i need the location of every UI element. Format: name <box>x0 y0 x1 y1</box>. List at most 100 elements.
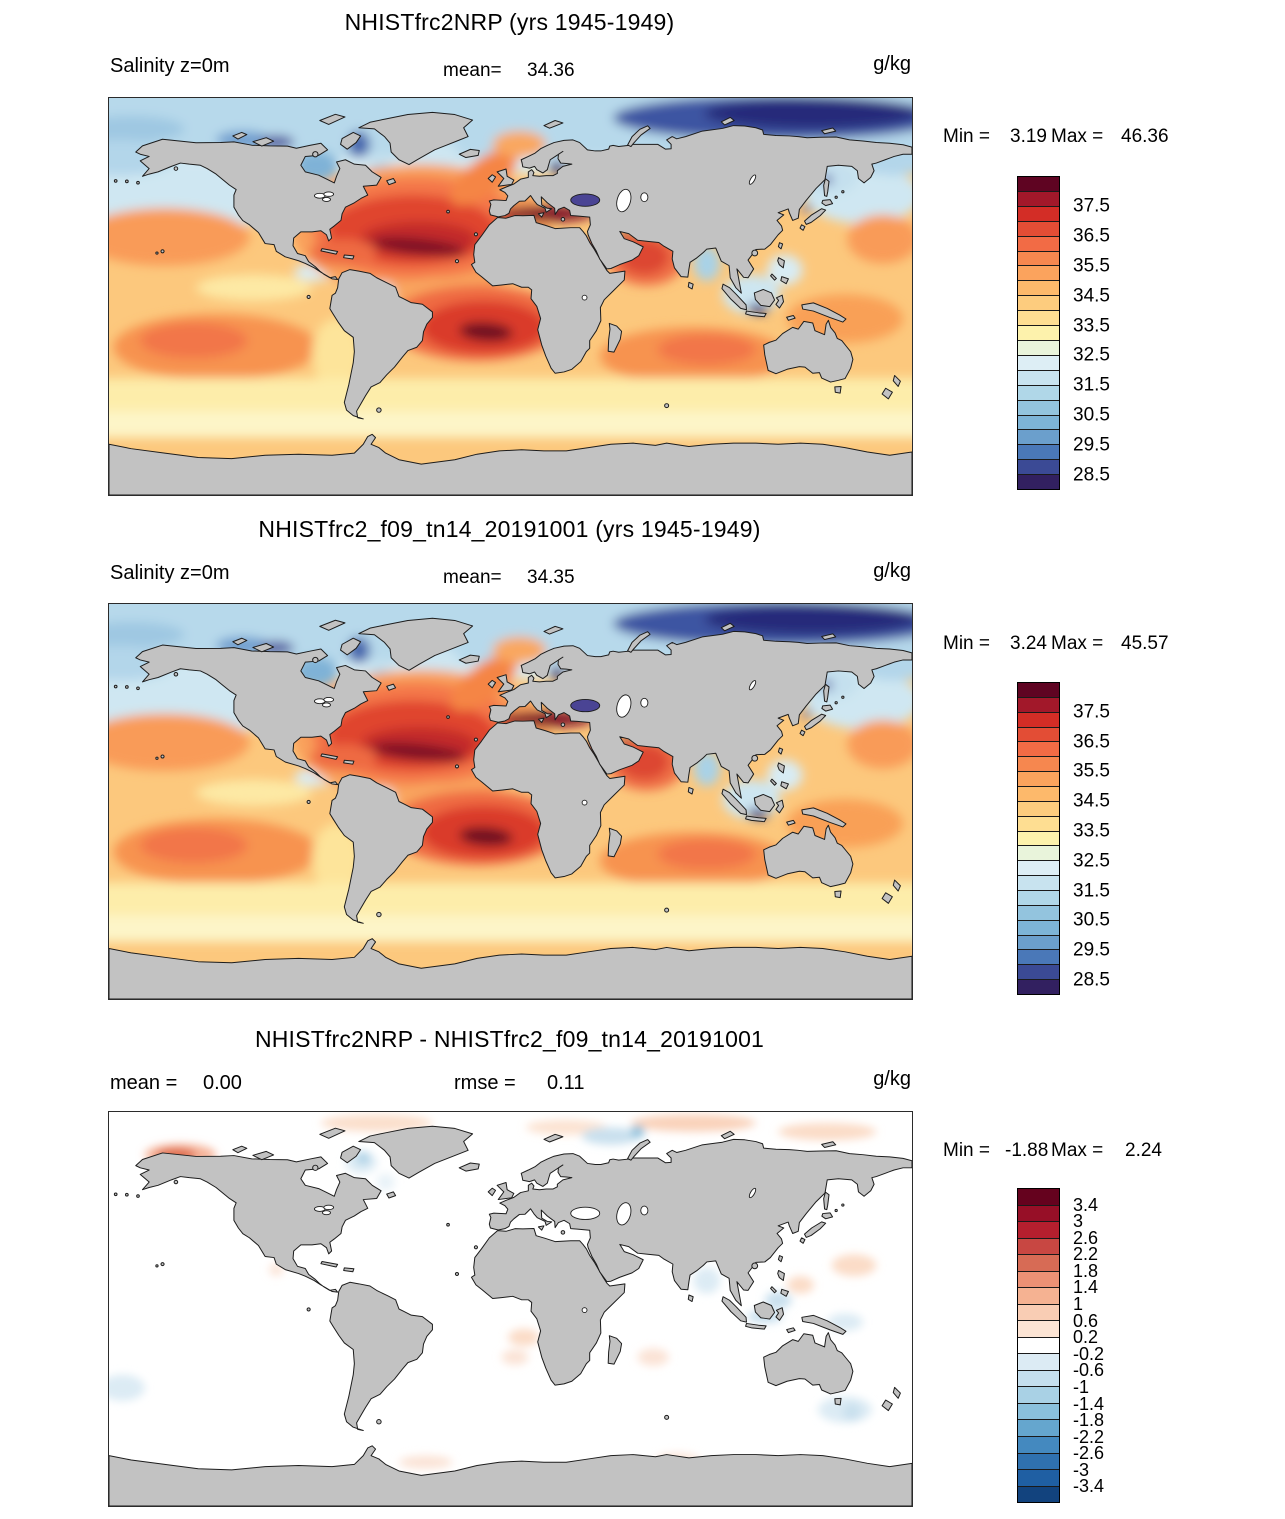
colorbar-tick-label: 36.5 <box>1073 731 1110 753</box>
colorbar-box <box>1018 326 1059 341</box>
colorbar-boxes <box>1017 682 1060 995</box>
colorbar-box <box>1018 861 1059 877</box>
colorbar-box <box>1018 757 1059 773</box>
colorbar-tick-label: 2.2 <box>1073 1244 1099 1265</box>
colorbar-tick-label: 29.5 <box>1073 939 1110 961</box>
colorbar-box <box>1018 905 1059 921</box>
panel1-variable-label: Salinity z=0m <box>110 55 230 77</box>
colorbar-box <box>1018 1271 1059 1289</box>
colorbar-box <box>1018 787 1059 802</box>
colorbar-tick-label: 34.5 <box>1073 285 1110 307</box>
colorbar-tick-label: 35.5 <box>1073 255 1110 277</box>
colorbar-box <box>1018 1436 1059 1454</box>
colorbar-boxes <box>1017 176 1060 490</box>
colorbar-box <box>1018 430 1059 446</box>
colorbar-box <box>1018 221 1059 237</box>
colorbar-box <box>1018 935 1059 951</box>
colorbar-box <box>1018 742 1059 758</box>
colorbar-box <box>1018 281 1059 297</box>
colorbar-tick-label: -3.4 <box>1073 1476 1105 1497</box>
colorbar-tick-label: 30.5 <box>1073 909 1110 931</box>
colorbar-box <box>1018 206 1059 222</box>
colorbar-tick-label: 35.5 <box>1073 760 1110 782</box>
colorbar-tick-label: -0.2 <box>1073 1343 1105 1364</box>
max-label: Max = <box>1051 633 1104 654</box>
salinity-difference-map <box>108 1111 913 1507</box>
colorbar-box <box>1018 1470 1059 1487</box>
colorbar-tick-label: -0.6 <box>1073 1360 1105 1381</box>
colorbar-tick-label: 1.4 <box>1073 1277 1099 1298</box>
panel1-units: g/kg <box>873 53 911 75</box>
min-value: -1.88 <box>1005 1140 1049 1161</box>
colorbar-box <box>1018 1486 1059 1503</box>
colorbar-box <box>1018 475 1059 490</box>
panel2-mean-value: 34.35 <box>527 567 575 588</box>
colorbar-tick-label: 0.6 <box>1073 1310 1099 1331</box>
panel3-title: NHISTfrc2NRP - NHISTfrc2_f09_tn14_201910… <box>254 1026 765 1052</box>
colorbar-box <box>1018 385 1059 401</box>
panel3-units: g/kg <box>873 1068 911 1090</box>
colorbar-tick-label: -2.2 <box>1073 1426 1105 1447</box>
panel1-colorbar: 37.5 36.5 35.5 34.5 33.5 32.5 31.5 30.5 29.5 28.5 <box>1017 176 1110 490</box>
max-value: 2.24 <box>1125 1140 1162 1161</box>
colorbar-box <box>1018 1453 1059 1471</box>
panel1-mean-value: 34.36 <box>527 60 575 81</box>
panel1-title: NHISTfrc2NRP (yrs 1945-1949) <box>344 9 675 35</box>
colorbar-box <box>1018 697 1059 713</box>
colorbar-tick-label: 0.2 <box>1073 1327 1099 1348</box>
colorbar-tick-label: 1.8 <box>1073 1260 1099 1281</box>
panel3-colorbar: 3.4 3 2.6 2.2 1.8 1.4 1 0.6 0.2 -0.2 -0.6 -1 -1.4 -1.… <box>1017 1188 1104 1503</box>
colorbar-box <box>1018 370 1059 386</box>
salinity-map-nhistfrc2nrp <box>108 97 913 496</box>
min-label: Min = <box>943 1140 990 1161</box>
colorbar-box <box>1018 1205 1059 1223</box>
colorbar-box <box>1018 831 1059 847</box>
min-value: 3.24 <box>1010 633 1047 654</box>
colorbar-box <box>1018 1420 1059 1437</box>
max-label: Max = <box>1051 126 1104 147</box>
colorbar-box <box>1018 712 1059 728</box>
colorbar-tick-label: 32.5 <box>1073 850 1110 872</box>
min-label: Min = <box>943 633 990 654</box>
min-label: Min = <box>943 126 990 147</box>
colorbar-box <box>1018 1321 1059 1338</box>
colorbar-tick-label: 30.5 <box>1073 404 1110 426</box>
colorbar-tick-label: 36.5 <box>1073 225 1110 247</box>
colorbar-box <box>1018 177 1059 192</box>
colorbar-box <box>1018 340 1059 356</box>
colorbar-tick-label: -2.6 <box>1073 1443 1105 1464</box>
colorbar-box <box>1018 920 1059 936</box>
colorbar-box <box>1018 415 1059 431</box>
colorbar-tick-label: -1.8 <box>1073 1410 1105 1431</box>
colorbar-tick-label: 29.5 <box>1073 434 1110 456</box>
colorbar-boxes <box>1017 1188 1060 1503</box>
colorbar-box <box>1018 1255 1059 1272</box>
colorbar-tick-label: 2.6 <box>1073 1227 1099 1248</box>
colorbar-tick-label: 1 <box>1073 1294 1084 1315</box>
salinity-map-nhistfrc2-f09-tn14 <box>108 603 913 1000</box>
colorbar-box <box>1018 683 1059 698</box>
colorbar-box <box>1018 1288 1059 1305</box>
colorbar-tick-label: 3.4 <box>1073 1194 1099 1215</box>
colorbar-box <box>1018 1403 1059 1421</box>
colorbar-box <box>1018 965 1059 981</box>
colorbar-box <box>1018 727 1059 743</box>
colorbar-tick-label: -3 <box>1073 1459 1090 1480</box>
colorbar-tick-label: 28.5 <box>1073 464 1110 486</box>
colorbar-box <box>1018 891 1059 906</box>
colorbar-box <box>1018 251 1059 267</box>
colorbar-box <box>1018 801 1059 817</box>
colorbar-box <box>1018 1387 1059 1404</box>
max-value: 45.57 <box>1121 633 1169 654</box>
panel2-variable-label: Salinity z=0m <box>110 562 230 584</box>
colorbar-box <box>1018 236 1059 252</box>
panel3-rmse-label: rmse = <box>454 1072 516 1094</box>
panel2-units: g/kg <box>873 560 911 582</box>
colorbar-tick-label: 31.5 <box>1073 880 1110 902</box>
colorbar-tick-label: 28.5 <box>1073 969 1110 991</box>
panel1-mean-label: mean= <box>443 60 502 81</box>
colorbar-box <box>1018 445 1059 461</box>
colorbar-box <box>1018 296 1059 312</box>
panel3-rmse-value: 0.11 <box>547 1072 585 1094</box>
